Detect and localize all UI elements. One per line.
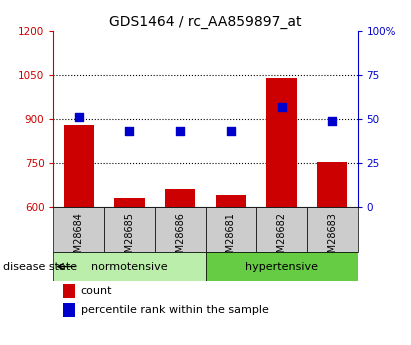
- Point: [126, 129, 133, 134]
- Point: [228, 129, 234, 134]
- Text: GSM28685: GSM28685: [125, 213, 134, 265]
- Bar: [114, 198, 145, 207]
- Text: disease state: disease state: [3, 262, 77, 272]
- Bar: [216, 195, 246, 207]
- Point: [278, 104, 285, 109]
- Bar: [62, 284, 75, 298]
- Bar: [165, 189, 195, 207]
- Text: count: count: [81, 286, 112, 296]
- Bar: [206, 207, 256, 252]
- Text: hypertensive: hypertensive: [245, 262, 318, 272]
- Title: GDS1464 / rc_AA859897_at: GDS1464 / rc_AA859897_at: [109, 14, 302, 29]
- Bar: [53, 207, 104, 252]
- Text: GSM28682: GSM28682: [277, 213, 286, 265]
- Bar: [155, 207, 206, 252]
- Text: GSM28681: GSM28681: [226, 213, 236, 265]
- Bar: [53, 252, 206, 281]
- Bar: [62, 303, 75, 317]
- Bar: [64, 125, 94, 207]
- Text: normotensive: normotensive: [91, 262, 168, 272]
- Text: GSM28684: GSM28684: [74, 213, 84, 265]
- Bar: [206, 252, 358, 281]
- Point: [177, 129, 183, 134]
- Text: GSM28683: GSM28683: [327, 213, 337, 265]
- Bar: [307, 207, 358, 252]
- Bar: [317, 161, 347, 207]
- Point: [76, 115, 82, 120]
- Text: GSM28686: GSM28686: [175, 213, 185, 265]
- Bar: [266, 78, 297, 207]
- Bar: [104, 207, 155, 252]
- Point: [329, 118, 335, 124]
- Text: percentile rank within the sample: percentile rank within the sample: [81, 305, 269, 315]
- Bar: [256, 207, 307, 252]
